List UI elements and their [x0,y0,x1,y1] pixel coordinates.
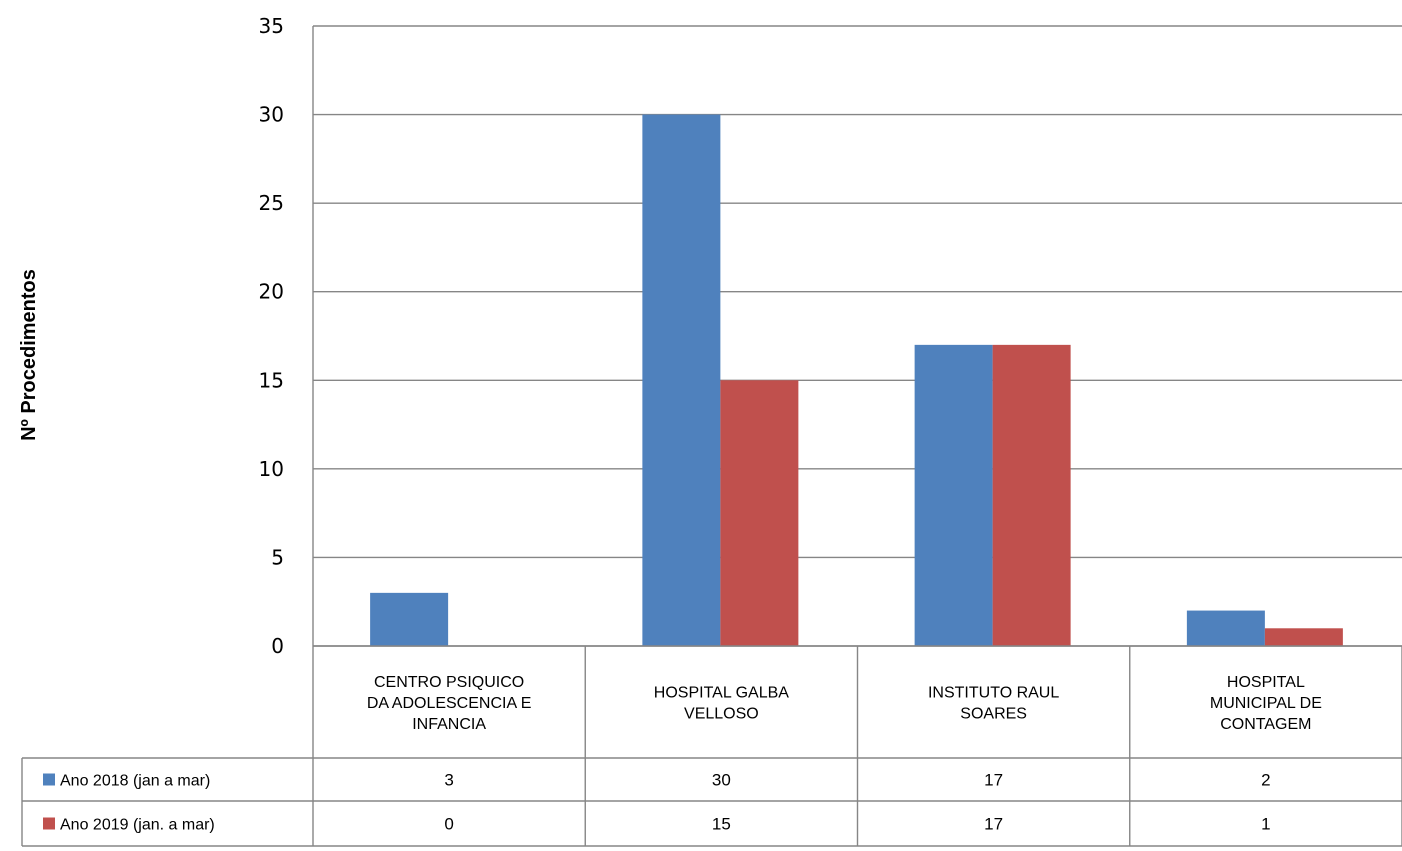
legend-label: Ano 2019 (jan. a mar) [60,817,215,834]
table-cell-value: 17 [984,771,1003,790]
table-cell-value: 30 [712,771,731,790]
category-label: DA ADOLESCENCIA E [367,695,532,712]
bar [642,114,721,647]
legend-key [43,773,55,786]
category-label: INFANCIA [412,716,486,733]
category-label: HOSPITAL [1227,674,1305,691]
bar [914,344,993,646]
table-cell-value: 2 [1261,771,1270,790]
bar [992,344,1071,646]
y-axis-ticks: 0 5 10 15 20 25 30 35 [259,14,284,658]
y-tick-label: 0 [271,634,284,658]
category-label: SOARES [960,706,1027,723]
table-cell-value: 17 [984,815,1003,834]
bar [1264,628,1343,646]
y-tick-label: 35 [259,14,284,38]
bars [370,114,1343,647]
y-tick-label: 20 [259,280,284,304]
table-cell-value: 1 [1261,815,1270,834]
table-cell-value: 3 [444,771,453,790]
data-table: CENTRO PSIQUICO DA ADOLESCENCIA E INFANCIA… [21,645,1402,847]
bar [720,380,799,646]
y-axis-label: Nº Procedimentos [18,269,40,441]
category-label: VELLOSO [684,706,759,723]
table-cell-value: 0 [444,815,453,834]
y-tick-label: 25 [259,191,284,215]
gridlines [312,25,1402,647]
y-tick-label: 10 [259,457,284,481]
category-label: CENTRO PSIQUICO [374,674,524,691]
y-tick-label: 15 [259,368,284,392]
bar [370,592,449,646]
category-label: CONTAGEM [1220,716,1311,733]
legend-label: Ano 2018 (jan a mar) [60,773,210,790]
y-tick-label: 5 [271,545,284,569]
bar [1186,610,1265,646]
table-cell-value: 15 [712,815,731,834]
category-label: MUNICIPAL DE [1210,695,1322,712]
category-label: INSTITUTO RAUL [928,685,1059,702]
category-label: HOSPITAL GALBA [654,685,789,702]
y-tick-label: 30 [259,103,284,127]
legend-key [43,817,55,830]
